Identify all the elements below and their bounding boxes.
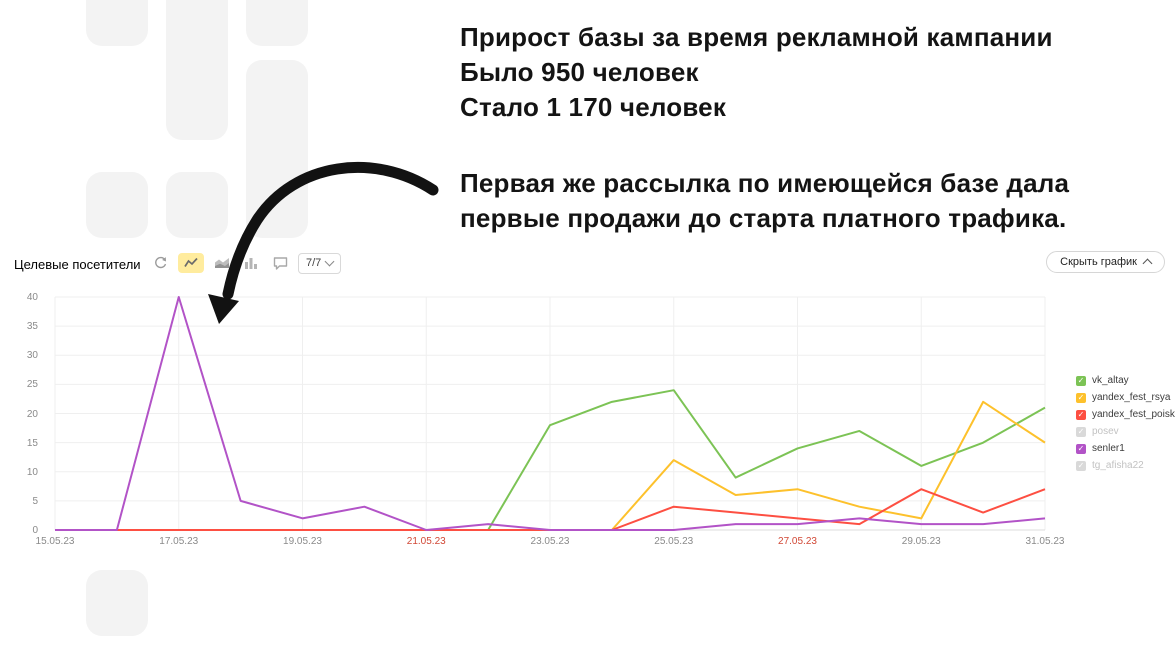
chart-plot-svg: [54, 296, 1046, 531]
hand-drawn-arrow-icon: [208, 161, 439, 324]
line-chart-icon: [184, 257, 198, 267]
refresh-button[interactable]: [149, 253, 171, 273]
decor-block: [166, 0, 228, 140]
area-chart-icon: [215, 258, 229, 268]
decor-block: [86, 0, 148, 46]
segments-count-dropdown[interactable]: 7/7: [298, 252, 342, 274]
hide-chart-label: Скрыть график: [1060, 256, 1137, 268]
y-tick-label: 40: [26, 292, 38, 303]
headline: Прирост базы за время рекламной кампании…: [460, 20, 1176, 125]
comment-bubble-icon: [273, 257, 287, 270]
y-axis-labels: 0 5 10 15 20 25 30 35 40: [0, 292, 48, 536]
x-tick-label: 25.05.23: [654, 536, 694, 547]
legend-item-yandex_fest_rsya[interactable]: ✓ yandex_fest_rsya: [1076, 389, 1175, 406]
decor-block: [246, 60, 308, 238]
legend-label: tg_afisha22: [1092, 460, 1144, 471]
y-tick-label: 0: [32, 525, 38, 536]
decor-block: [246, 0, 308, 46]
x-tick-label: 15.05.23: [35, 536, 75, 547]
legend-checkbox: ✓: [1076, 426, 1086, 437]
y-tick-label: 10: [26, 466, 38, 478]
legend-label: yandex_fest_rsya: [1092, 392, 1171, 403]
headline-line-2: Было 950 человек: [460, 57, 699, 87]
legend-item-posev[interactable]: ✓ posev: [1076, 423, 1175, 440]
refresh-icon: [154, 256, 166, 268]
subtext: Первая же рассылка по имеющейся базе дал…: [460, 168, 1070, 233]
x-tick-label: 27.05.23: [778, 536, 817, 547]
comments-button[interactable]: [269, 253, 291, 273]
legend-label: senler1: [1092, 443, 1125, 454]
chart-type-bar-button[interactable]: [240, 253, 262, 273]
legend-label: posev: [1092, 426, 1119, 437]
legend-checkbox: ✓: [1076, 460, 1086, 471]
decor-block: [166, 172, 228, 238]
x-axis-labels: 15.05.23 17.05.23 19.05.23 21.05.23 23.05.23…: [36, 536, 1065, 550]
y-tick-label: 35: [26, 321, 38, 333]
legend-checkbox: ✓: [1076, 443, 1086, 454]
series-senler1: [55, 296, 1046, 531]
segments-count-value: 7/7: [306, 257, 322, 269]
legend-checkbox: ✓: [1076, 392, 1086, 403]
bar-chart-icon: [245, 258, 257, 269]
legend-checkbox: ✓: [1076, 375, 1086, 386]
legend-label: vk_altay: [1092, 375, 1129, 386]
y-tick-label: 20: [26, 408, 38, 420]
x-tick-label: 17.05.23: [159, 536, 199, 547]
hide-chart-button[interactable]: Скрыть график: [1046, 251, 1165, 273]
chart-title: Целевые посетители: [14, 257, 141, 272]
decor-block: [86, 172, 148, 238]
x-tick-label: 19.05.23: [283, 536, 322, 547]
y-tick-label: 15: [26, 437, 38, 449]
legend-checkbox: ✓: [1076, 409, 1086, 420]
headline-line-1: Прирост базы за время рекламной кампании: [460, 22, 1053, 52]
x-tick-label: 23.05.23: [530, 536, 570, 547]
legend-label: yandex_fest_poisk: [1092, 409, 1175, 420]
x-tick-label: 31.05.23: [1025, 536, 1065, 547]
chart-type-line-button[interactable]: [178, 253, 204, 273]
y-tick-label: 25: [26, 379, 38, 391]
chart-toolbar: 7/7: [149, 252, 342, 274]
x-tick-label: 21.05.23: [406, 536, 446, 547]
chevron-up-icon: [1142, 258, 1153, 269]
legend-item-yandex_fest_poisk[interactable]: ✓ yandex_fest_poisk: [1076, 406, 1175, 423]
decor-block: [86, 570, 148, 636]
chart-type-area-button[interactable]: [211, 253, 233, 273]
y-tick-label: 30: [26, 350, 38, 362]
headline-line-3: Стало 1 170 человек: [460, 92, 727, 122]
legend-item-tg_afisha22[interactable]: ✓ tg_afisha22: [1076, 457, 1175, 474]
y-tick-label: 5: [32, 495, 38, 507]
legend-item-senler1[interactable]: ✓ senler1: [1076, 440, 1175, 457]
legend-item-vk_altay[interactable]: ✓ vk_altay: [1076, 372, 1175, 389]
x-tick-label: 29.05.23: [901, 536, 941, 547]
chart-legend: ✓ vk_altay ✓ yandex_fest_rsya ✓ yandex_fest_p…: [1076, 372, 1175, 474]
